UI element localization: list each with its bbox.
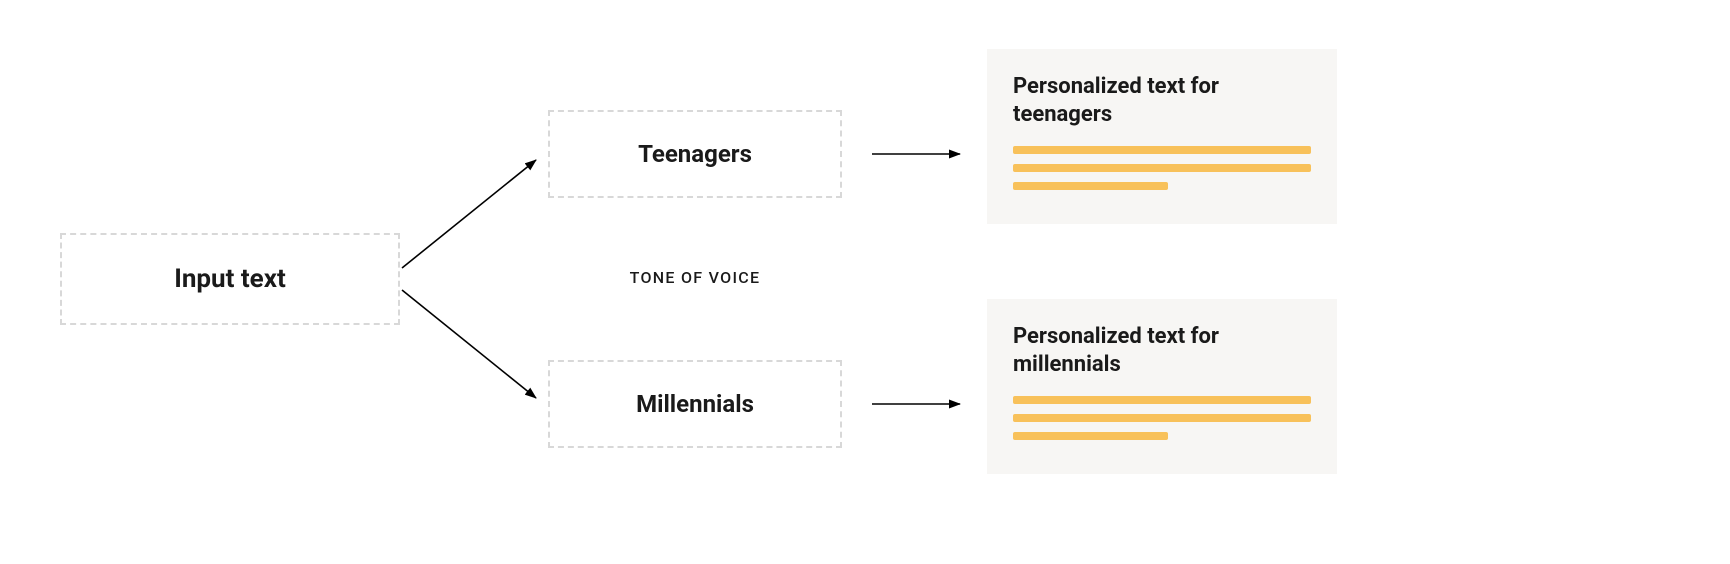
audience-box-millennials: Millennials xyxy=(548,360,842,448)
output-card-millennials: Personalized text for millennials xyxy=(987,299,1337,474)
diagram-canvas: Input text TONE OF VOICE Teenagers Person… xyxy=(0,0,1730,564)
text-line xyxy=(1013,396,1311,404)
output-text-lines xyxy=(1013,146,1311,190)
text-line xyxy=(1013,414,1311,422)
input-text-box: Input text xyxy=(60,233,400,325)
arrow-line xyxy=(402,290,536,398)
audience-box-teenagers: Teenagers xyxy=(548,110,842,198)
output-title: Personalized text for millennials xyxy=(1013,323,1311,378)
text-line xyxy=(1013,164,1311,172)
output-card-teenagers: Personalized text for teenagers xyxy=(987,49,1337,224)
output-text-lines xyxy=(1013,396,1311,440)
audience-label: Millennials xyxy=(636,390,754,418)
input-text-label: Input text xyxy=(174,264,286,294)
output-title: Personalized text for teenagers xyxy=(1013,73,1311,128)
tone-of-voice-label: TONE OF VOICE xyxy=(548,268,842,287)
audience-label: Teenagers xyxy=(638,140,752,168)
text-line xyxy=(1013,182,1168,190)
arrow-line xyxy=(402,160,536,268)
text-line xyxy=(1013,146,1311,154)
text-line xyxy=(1013,432,1168,440)
